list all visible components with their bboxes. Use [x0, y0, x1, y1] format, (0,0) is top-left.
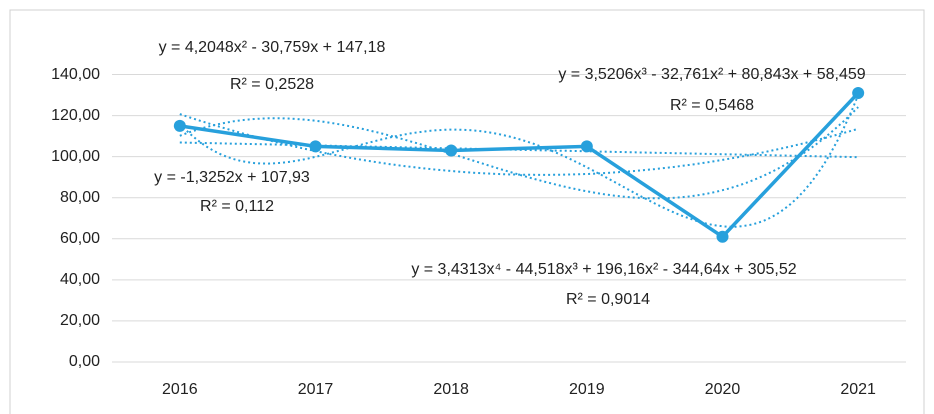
trendline [179, 141, 859, 159]
series-line [179, 91, 860, 240]
trendline-equation: R² = 0,9014 [566, 291, 650, 308]
trendline-equation: R² = 0,2528 [230, 76, 314, 93]
y-tick-label: 80,00 [60, 189, 100, 206]
data-point [852, 87, 865, 100]
x-tick-label: 2016 [162, 381, 198, 398]
trendline [179, 113, 859, 176]
y-tick-label: 120,00 [51, 107, 100, 124]
data-point [580, 140, 593, 153]
x-tick-label: 2018 [433, 381, 469, 398]
trendline [179, 106, 859, 200]
trendline-equation: y = 3,4313x⁴ - 44,518x³ + 196,16x² - 344… [411, 261, 796, 278]
trendline-equation: R² = 0,5468 [670, 97, 754, 114]
trendline [179, 94, 860, 228]
y-tick-label: 100,00 [51, 148, 100, 165]
chart-border [9, 9, 925, 414]
y-tick-label: 140,00 [51, 66, 100, 83]
data-point [309, 140, 322, 153]
trendline-equation: y = 3,5206x³ - 32,761x² + 80,843x + 58,4… [558, 66, 865, 83]
x-tick-label: 2017 [298, 381, 334, 398]
data-point [445, 144, 458, 157]
data-point [716, 230, 729, 243]
trendline-equation: R² = 0,112 [200, 198, 274, 215]
x-tick-label: 2019 [569, 381, 605, 398]
y-tick-label: 40,00 [60, 271, 100, 288]
y-tick-label: 20,00 [60, 312, 100, 329]
y-tick-label: 60,00 [60, 230, 100, 247]
trendline-equation: y = -1,3252x + 107,93 [154, 169, 310, 186]
x-tick-label: 2020 [705, 381, 741, 398]
y-tick-label: 0,00 [69, 353, 100, 370]
trendline-equation: y = 4,2048x² - 30,759x + 147,18 [159, 39, 386, 56]
data-point [173, 119, 186, 132]
x-tick-label: 2021 [840, 381, 876, 398]
